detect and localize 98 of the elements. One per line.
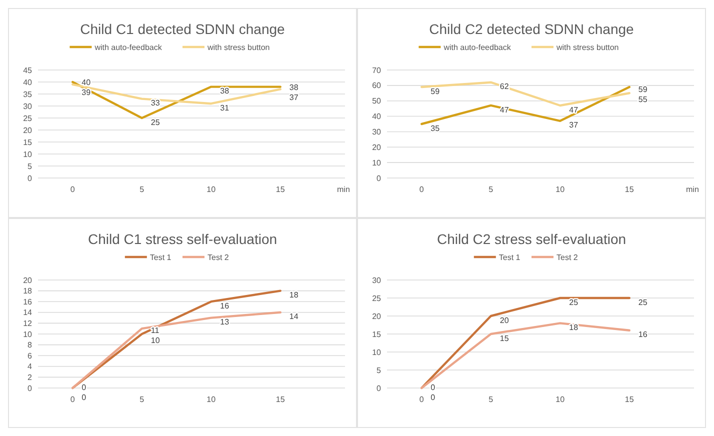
y-tick-label: 15 xyxy=(372,330,382,339)
data-label: 38 xyxy=(289,82,299,92)
data-label: 47 xyxy=(569,105,579,114)
x-tick-label: 10 xyxy=(206,185,216,194)
data-label: 18 xyxy=(569,323,579,332)
y-tick-label: 10 xyxy=(23,150,33,159)
data-label: 16 xyxy=(638,330,648,340)
x-tick-label: 5 xyxy=(140,185,145,194)
chart-title: Child C2 stress self-evaluation xyxy=(436,231,626,247)
line-series xyxy=(72,311,282,390)
y-tick-label: 20 xyxy=(372,142,382,152)
legend-label: Test 2 xyxy=(556,253,578,262)
x-tick-label: 0 xyxy=(419,185,424,194)
y-tick-label: 10 xyxy=(23,330,33,339)
legend-label: with stress button xyxy=(206,43,270,52)
y-tick-label: 0 xyxy=(28,174,33,183)
data-label: 55 xyxy=(638,94,648,104)
data-label: 15 xyxy=(500,334,510,343)
y-tick-label: 45 xyxy=(23,66,33,75)
y-tick-label: 50 xyxy=(372,96,382,106)
y-tick-label: 35 xyxy=(23,90,33,99)
data-label: 35 xyxy=(430,124,440,133)
legend-label: with auto-feedback xyxy=(442,43,512,52)
x-tick-label: 15 xyxy=(624,185,634,194)
data-label: 37 xyxy=(289,92,299,102)
y-tick-label: 15 xyxy=(23,138,33,147)
chart-title: Child C2 detected SDNN change xyxy=(429,21,634,37)
y-tick-label: 40 xyxy=(372,112,382,122)
y-tick-label: 5 xyxy=(28,162,33,171)
data-label: 39 xyxy=(82,88,92,97)
x-tick-label: 0 xyxy=(419,395,424,404)
data-label: 25 xyxy=(150,118,160,127)
x-tick-label: 10 xyxy=(556,185,566,194)
x-tick-label: 15 xyxy=(276,395,286,404)
data-label: 11 xyxy=(150,326,160,336)
chart-title: Child C1 stress self-evaluation xyxy=(88,231,278,247)
y-tick-label: 2 xyxy=(28,373,33,382)
x-axis-title: min xyxy=(337,185,350,194)
data-label: 16 xyxy=(220,301,230,310)
legend-label: with auto-feedback xyxy=(94,43,163,52)
y-tick-label: 12 xyxy=(23,319,33,328)
y-tick-label: 40 xyxy=(23,78,33,87)
y-tick-label: 6 xyxy=(28,351,33,360)
y-tick-label: 18 xyxy=(23,286,33,296)
x-tick-label: 10 xyxy=(206,395,216,404)
y-tick-label: 70 xyxy=(372,66,382,75)
data-label: 59 xyxy=(430,86,440,96)
x-tick-label: 15 xyxy=(624,395,634,404)
legend-label: Test 1 xyxy=(150,253,172,262)
x-tick-label: 10 xyxy=(556,395,566,404)
data-label: 38 xyxy=(220,86,230,96)
line-series xyxy=(420,81,630,107)
y-tick-label: 16 xyxy=(23,297,33,306)
x-tick-label: 0 xyxy=(70,395,76,404)
y-tick-label: 20 xyxy=(23,126,33,135)
data-label: 10 xyxy=(150,336,160,346)
data-label: 18 xyxy=(289,290,299,300)
y-tick-label: 8 xyxy=(28,340,33,350)
y-tick-label: 30 xyxy=(372,276,382,285)
y-tick-label: 5 xyxy=(376,366,382,375)
x-axis-title: min xyxy=(686,185,699,194)
y-tick-label: 60 xyxy=(372,81,382,90)
data-label: 33 xyxy=(150,98,160,108)
y-tick-label: 14 xyxy=(23,308,33,318)
data-label: 0 xyxy=(82,382,87,392)
data-label: 31 xyxy=(220,103,230,112)
y-tick-label: 20 xyxy=(372,312,382,321)
data-label: 59 xyxy=(638,84,648,94)
y-tick-label: 0 xyxy=(376,384,382,393)
legend-label: Test 2 xyxy=(208,253,230,262)
y-tick-label: 30 xyxy=(23,102,33,111)
data-label: 37 xyxy=(569,120,579,130)
data-label: 40 xyxy=(82,78,92,87)
y-tick-label: 4 xyxy=(28,362,33,372)
line-series xyxy=(420,322,630,390)
data-label: 62 xyxy=(500,82,510,92)
data-label: 13 xyxy=(220,318,230,327)
x-tick-label: 0 xyxy=(70,185,76,194)
y-tick-label: 25 xyxy=(372,294,382,303)
chart-title: Child C1 detected SDNN change xyxy=(80,21,286,37)
data-label: 14 xyxy=(289,312,299,322)
x-tick-label: 15 xyxy=(276,185,286,194)
x-tick-label: 5 xyxy=(140,395,145,404)
data-label: 25 xyxy=(569,298,579,307)
data-label: 0 xyxy=(430,382,436,392)
y-tick-label: 30 xyxy=(372,128,382,137)
y-tick-label: 25 xyxy=(23,114,33,123)
data-label: 25 xyxy=(638,298,648,307)
y-tick-label: 0 xyxy=(28,384,33,393)
y-tick-label: 10 xyxy=(372,158,382,168)
x-tick-label: 5 xyxy=(488,185,494,194)
y-tick-label: 20 xyxy=(23,276,33,285)
data-label: 20 xyxy=(500,316,510,325)
y-tick-label: 10 xyxy=(372,348,382,357)
x-tick-label: 5 xyxy=(488,395,494,404)
legend-label: with stress button xyxy=(556,43,619,52)
y-tick-label: 0 xyxy=(376,174,382,183)
legend-label: Test 1 xyxy=(498,253,521,262)
